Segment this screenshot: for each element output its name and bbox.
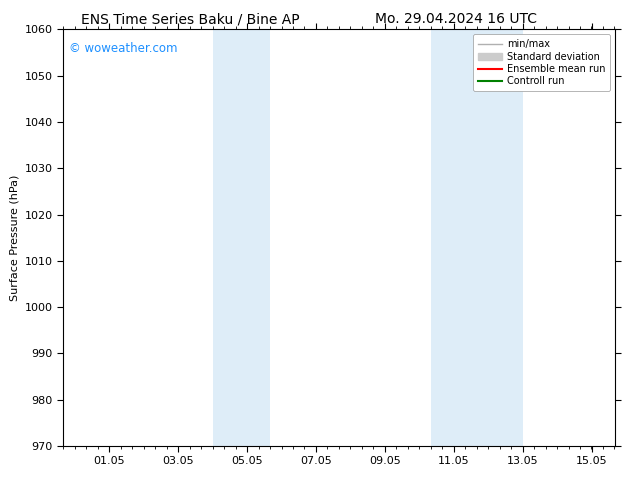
Text: ENS Time Series Baku / Bine AP: ENS Time Series Baku / Bine AP	[81, 12, 299, 26]
Y-axis label: Surface Pressure (hPa): Surface Pressure (hPa)	[10, 174, 19, 301]
Text: Mo. 29.04.2024 16 UTC: Mo. 29.04.2024 16 UTC	[375, 12, 538, 26]
Bar	[431, 29, 523, 446]
Legend: min/max, Standard deviation, Ensemble mean run, Controll run: min/max, Standard deviation, Ensemble me…	[473, 34, 610, 91]
Bar	[213, 29, 270, 446]
Text: © woweather.com: © woweather.com	[69, 42, 178, 55]
